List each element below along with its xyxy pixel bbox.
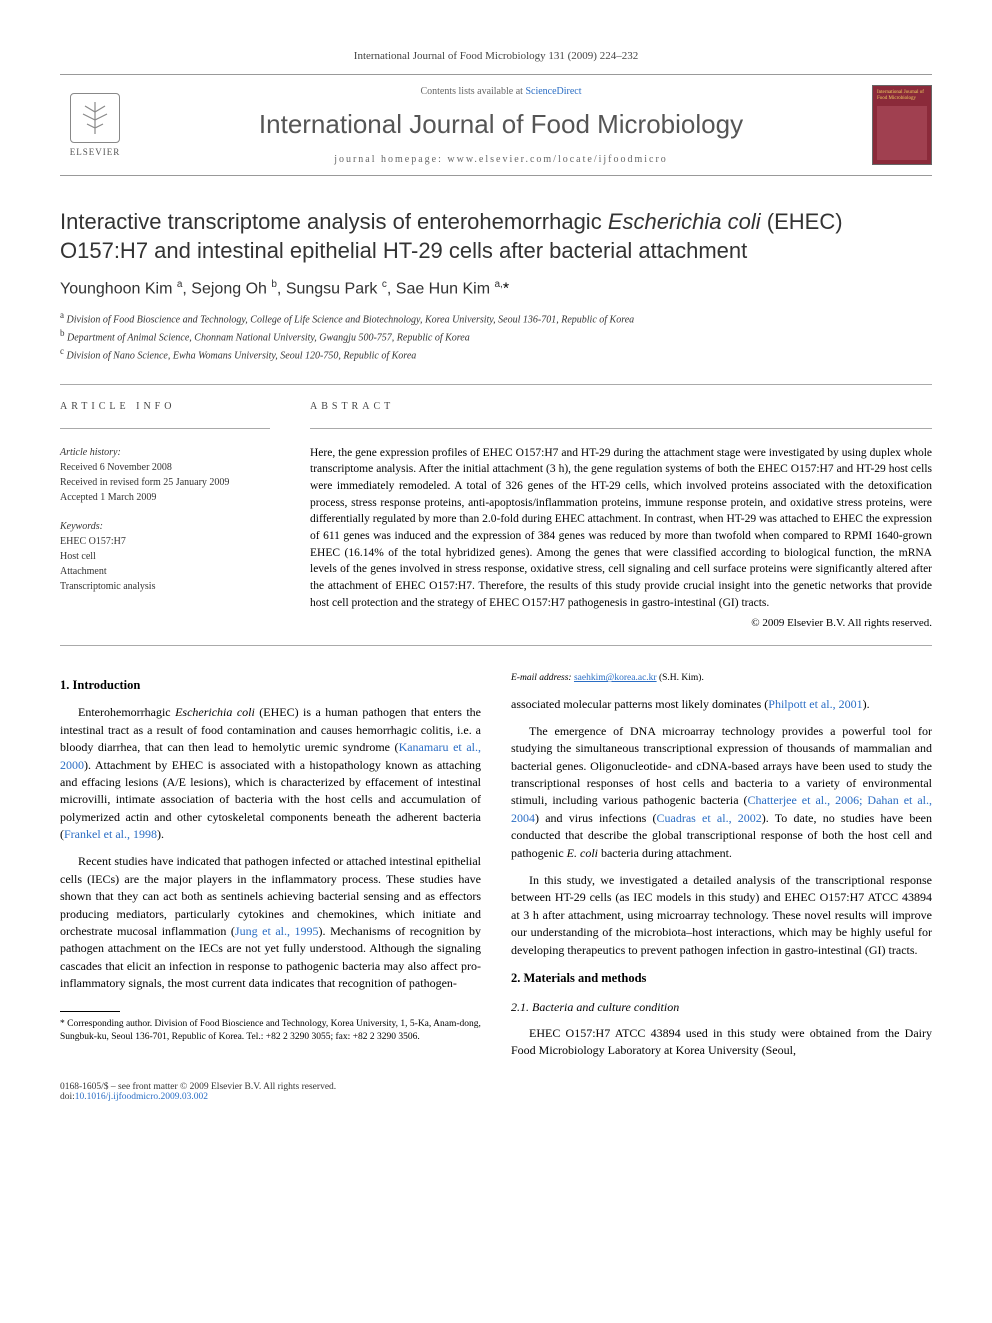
p3-a: associated molecular patterns most likel… — [511, 697, 768, 711]
p4-italic: E. coli — [567, 846, 598, 860]
title-italic: Escherichia coli — [608, 209, 761, 234]
intro-p4: The emergence of DNA microarray technolo… — [511, 723, 932, 862]
authors-line: Younghoon Kim a, Sejong Oh b, Sungsu Par… — [60, 279, 932, 298]
footnote-separator — [60, 1011, 120, 1012]
email-link[interactable]: saehkim@korea.ac.kr — [574, 673, 657, 683]
abstract-column: ABSTRACT Here, the gene expression profi… — [310, 401, 932, 630]
received-date: Received 6 November 2008 — [60, 460, 270, 475]
body-two-column: 1. Introduction Enterohemorrhagic Escher… — [60, 672, 932, 1062]
intro-p1: Enterohemorrhagic Escherichia coli (EHEC… — [60, 704, 481, 843]
article-history: Article history: Received 6 November 200… — [60, 445, 270, 505]
email-suffix: (S.H. Kim). — [659, 673, 704, 683]
p1-italic: Escherichia coli — [175, 705, 255, 719]
intro-p5: In this study, we investigated a detaile… — [511, 872, 932, 959]
p4-d: bacteria during attachment. — [598, 846, 732, 860]
info-divider-1 — [60, 428, 270, 429]
intro-p3: associated molecular patterns most likel… — [511, 696, 932, 713]
issn-line: 0168-1605/$ – see front matter © 2009 El… — [60, 1082, 336, 1092]
intro-p2: Recent studies have indicated that patho… — [60, 853, 481, 992]
divider-top — [60, 384, 932, 385]
journal-name: International Journal of Food Microbiolo… — [130, 109, 872, 140]
keywords-label: Keywords: — [60, 519, 270, 534]
elsevier-tree-icon — [70, 93, 120, 143]
history-label: Article history: — [60, 445, 270, 460]
p3-b: ). — [863, 697, 870, 711]
email-label: E-mail address: — [511, 673, 572, 683]
keyword-item: Attachment — [60, 564, 270, 579]
accepted-date: Accepted 1 March 2009 — [60, 490, 270, 505]
keyword-item: Host cell — [60, 549, 270, 564]
cover-label: International Journal of Food Microbiolo… — [877, 90, 927, 102]
introduction-heading: 1. Introduction — [60, 676, 481, 694]
cite-frankel[interactable]: Frankel et al., 1998 — [64, 827, 157, 841]
affiliation-line: b Department of Animal Science, Chonnam … — [60, 327, 932, 345]
cite-jung[interactable]: Jung et al., 1995 — [235, 924, 319, 938]
cite-philpott[interactable]: Philpott et al., 2001 — [768, 697, 862, 711]
keywords-block: Keywords: EHEC O157:H7Host cellAttachmen… — [60, 519, 270, 594]
article-info-header: ARTICLE INFO — [60, 401, 270, 412]
journal-cover-thumbnail: International Journal of Food Microbiolo… — [872, 85, 932, 165]
homepage-prefix: journal homepage: — [334, 154, 447, 165]
doi-prefix: doi: — [60, 1092, 75, 1102]
keyword-item: EHEC O157:H7 — [60, 534, 270, 549]
materials-methods-heading: 2. Materials and methods — [511, 969, 932, 987]
p1-d: ). — [157, 827, 164, 841]
cover-image-placeholder — [877, 106, 927, 160]
sciencedirect-link[interactable]: ScienceDirect — [525, 86, 581, 97]
p1-a: Enterohemorrhagic — [78, 705, 175, 719]
elsevier-label: ELSEVIER — [70, 147, 121, 157]
contents-line: Contents lists available at ScienceDirec… — [130, 86, 872, 97]
abstract-divider — [310, 428, 932, 429]
cite-cuadras[interactable]: Cuadras et al., 2002 — [657, 811, 762, 825]
p4-b: ) and virus infections ( — [535, 811, 657, 825]
abstract-text: Here, the gene expression profiles of EH… — [310, 445, 932, 612]
homepage-url: www.elsevier.com/locate/ijfoodmicro — [447, 154, 667, 165]
corresponding-author-footnote: * Corresponding author. Division of Food… — [60, 1018, 481, 1045]
affiliation-line: c Division of Nano Science, Ewha Womans … — [60, 345, 932, 363]
journal-homepage: journal homepage: www.elsevier.com/locat… — [130, 154, 872, 165]
email-footnote: E-mail address: saehkim@korea.ac.kr (S.H… — [511, 672, 932, 685]
keyword-item: Transcriptomic analysis — [60, 579, 270, 594]
abstract-copyright: © 2009 Elsevier B.V. All rights reserved… — [310, 617, 932, 629]
doi-link[interactable]: 10.1016/j.ijfoodmicro.2009.03.002 — [75, 1092, 208, 1102]
abstract-header: ABSTRACT — [310, 401, 932, 412]
journal-header-citation: International Journal of Food Microbiolo… — [60, 50, 932, 62]
affiliations: a Division of Food Bioscience and Techno… — [60, 309, 932, 364]
divider-bottom — [60, 645, 932, 646]
revised-date: Received in revised form 25 January 2009 — [60, 475, 270, 490]
bacteria-culture-subheading: 2.1. Bacteria and culture condition — [511, 999, 932, 1016]
article-info-column: ARTICLE INFO Article history: Received 6… — [60, 401, 270, 630]
elsevier-logo: ELSEVIER — [60, 85, 130, 165]
mm-p1: EHEC O157:H7 ATCC 43894 used in this stu… — [511, 1025, 932, 1060]
title-part1: Interactive transcriptome analysis of en… — [60, 209, 608, 234]
article-title: Interactive transcriptome analysis of en… — [60, 208, 932, 265]
affiliation-line: a Division of Food Bioscience and Techno… — [60, 309, 932, 327]
contents-prefix: Contents lists available at — [420, 86, 525, 97]
page-footer: 0168-1605/$ – see front matter © 2009 El… — [60, 1082, 932, 1102]
journal-banner: ELSEVIER Contents lists available at Sci… — [60, 74, 932, 176]
